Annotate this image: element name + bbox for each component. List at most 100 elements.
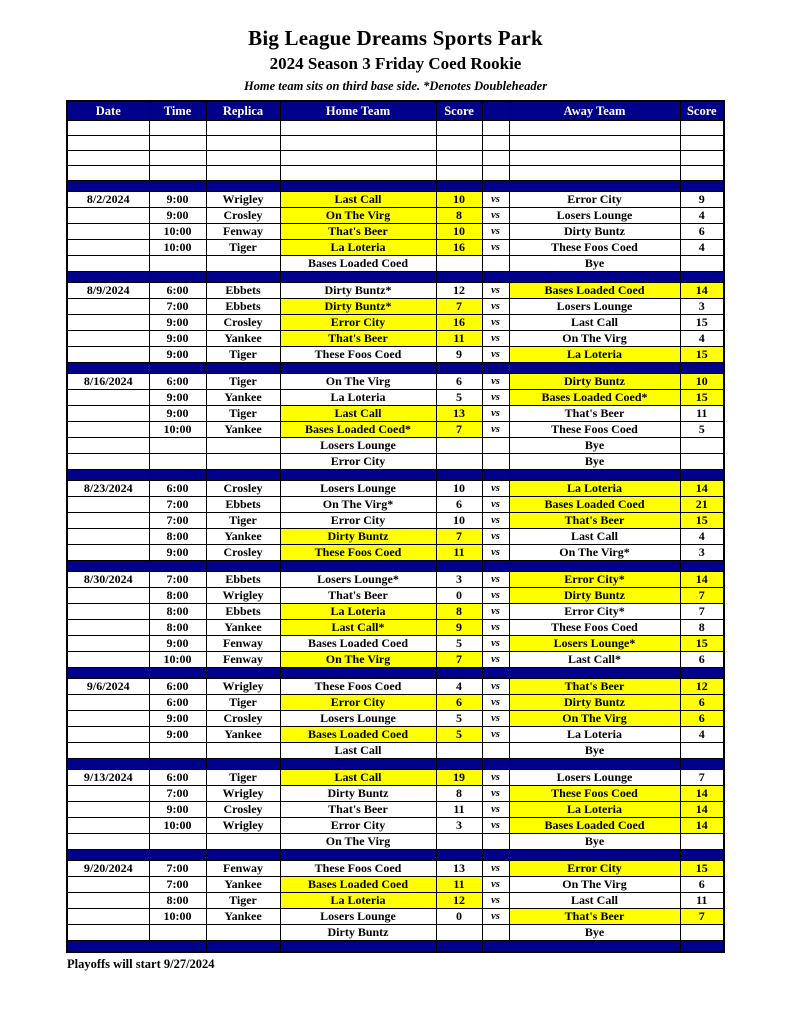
date-cell <box>66 437 150 454</box>
away-score-cell: 21 <box>679 496 725 513</box>
time-cell <box>148 437 207 454</box>
away-team-cell: Error City <box>508 860 681 877</box>
vs-cell: vs <box>481 651 510 668</box>
empty-cell <box>148 150 207 166</box>
home-score-cell: 5 <box>435 726 483 743</box>
away-score-cell: 5 <box>679 421 725 438</box>
separator-cell <box>679 362 725 374</box>
away-score-cell: 14 <box>679 282 725 299</box>
date-cell <box>66 785 150 802</box>
season-subtitle: 2024 Season 3 Friday Coed Rookie <box>269 54 522 73</box>
column-header-away-score: Score <box>679 100 725 121</box>
legend-note: Home team sits on third base side. *Deno… <box>243 79 548 93</box>
vs-cell: vs <box>481 512 510 529</box>
separator-cell <box>508 849 681 861</box>
column-header-vs <box>481 100 510 121</box>
game-row: 10:00 Fenway That's Beer 10 vs Dirty Buntz 6 <box>66 223 725 240</box>
away-score-cell <box>679 833 725 850</box>
replica-cell: Yankee <box>205 876 281 893</box>
empty-cell <box>148 120 207 136</box>
empty-cell <box>679 150 725 166</box>
time-cell: 9:00 <box>148 314 207 331</box>
home-team-cell: Error City <box>279 512 437 529</box>
home-team-cell: Losers Lounge <box>279 480 437 497</box>
replica-cell: Ebbets <box>205 603 281 620</box>
separator-cell <box>66 758 150 770</box>
separator-cell <box>435 849 483 861</box>
home-score-cell: 11 <box>435 801 483 818</box>
vs-cell: vs <box>481 330 510 347</box>
home-team-cell: Losers Lounge* <box>279 571 437 588</box>
away-score-cell: 12 <box>679 678 725 695</box>
time-cell: 9:00 <box>148 544 207 561</box>
date-cell <box>66 876 150 893</box>
away-team-cell: Error City* <box>508 571 681 588</box>
time-cell: 9:00 <box>148 726 207 743</box>
home-team-cell: Error City <box>279 453 437 470</box>
vs-cell: vs <box>481 389 510 406</box>
separator-cell <box>508 362 681 374</box>
home-team-cell: Bases Loaded Coed <box>279 726 437 743</box>
home-team-cell: These Foos Coed <box>279 678 437 695</box>
home-team-cell: Error City <box>279 314 437 331</box>
date-cell <box>66 817 150 834</box>
separator-cell <box>279 940 437 953</box>
time-cell: 6:00 <box>148 373 207 390</box>
time-cell: 7:00 <box>148 571 207 588</box>
away-score-cell <box>679 255 725 272</box>
replica-cell: Wrigley <box>205 678 281 695</box>
empty-cell <box>279 120 437 136</box>
game-row: 8:00 Tiger La Loteria 12 vs Last Call 11 <box>66 892 725 909</box>
time-cell: 6:00 <box>148 282 207 299</box>
away-team-cell: Bye <box>508 255 681 272</box>
home-score-cell: 9 <box>435 346 483 363</box>
date-cell <box>66 453 150 470</box>
separator-cell <box>508 667 681 679</box>
separator-cell <box>205 849 281 861</box>
home-team-cell: These Foos Coed <box>279 544 437 561</box>
date-cell: 8/30/2024 <box>66 571 150 588</box>
game-row: 6:00 Tiger Error City 6 vs Dirty Buntz 6 <box>66 694 725 711</box>
away-score-cell: 14 <box>679 785 725 802</box>
away-score-cell: 15 <box>679 860 725 877</box>
separator-cell <box>66 560 150 572</box>
away-score-cell: 4 <box>679 330 725 347</box>
separator-row <box>66 940 725 953</box>
replica-cell: Tiger <box>205 512 281 529</box>
replica-cell: Crosley <box>205 544 281 561</box>
date-cell: 8/16/2024 <box>66 373 150 390</box>
game-row: 9/20/2024 7:00 Fenway These Foos Coed 13 vs Er… <box>66 860 725 877</box>
empty-cell <box>508 150 681 166</box>
away-team-cell: Dirty Buntz <box>508 223 681 240</box>
separator-cell <box>508 758 681 770</box>
game-row: 10:00 Fenway On The Virg 7 vs Last Call* 6 <box>66 651 725 668</box>
away-team-cell: On The Virg* <box>508 544 681 561</box>
home-score-cell: 0 <box>435 587 483 604</box>
date-cell <box>66 908 150 925</box>
away-score-cell: 6 <box>679 651 725 668</box>
separator-cell <box>279 180 437 192</box>
away-score-cell: 15 <box>679 314 725 331</box>
home-score-cell: 7 <box>435 421 483 438</box>
date-cell <box>66 801 150 818</box>
away-team-cell: Bases Loaded Coed* <box>508 389 681 406</box>
game-row: 9:00 Fenway Bases Loaded Coed 5 vs Losers Lou… <box>66 635 725 652</box>
home-score-cell <box>435 833 483 850</box>
separator-cell <box>66 469 150 481</box>
away-score-cell <box>679 742 725 759</box>
separator-cell <box>205 271 281 283</box>
home-team-cell: Losers Lounge <box>279 710 437 727</box>
date-cell <box>66 389 150 406</box>
separator-cell <box>481 940 510 953</box>
game-row: 9:00 Yankee That's Beer 11 vs On The Virg 4 <box>66 330 725 347</box>
separator-cell <box>481 758 510 770</box>
date-cell <box>66 255 150 272</box>
game-row: 8/2/2024 9:00 Wrigley Last Call 10 vs Error Ci… <box>66 191 725 208</box>
header-row: Date Time Replica Home Team Score Away T… <box>66 100 725 121</box>
schedule-body: 8/2/2024 9:00 Wrigley Last Call 10 vs Error Ci… <box>66 120 725 953</box>
separator-cell <box>279 849 437 861</box>
replica-cell: Tiger <box>205 769 281 786</box>
vs-cell: vs <box>481 801 510 818</box>
away-team-cell: Error City* <box>508 603 681 620</box>
game-row: 10:00 Yankee Losers Lounge 0 vs That's Beer 7 <box>66 908 725 925</box>
